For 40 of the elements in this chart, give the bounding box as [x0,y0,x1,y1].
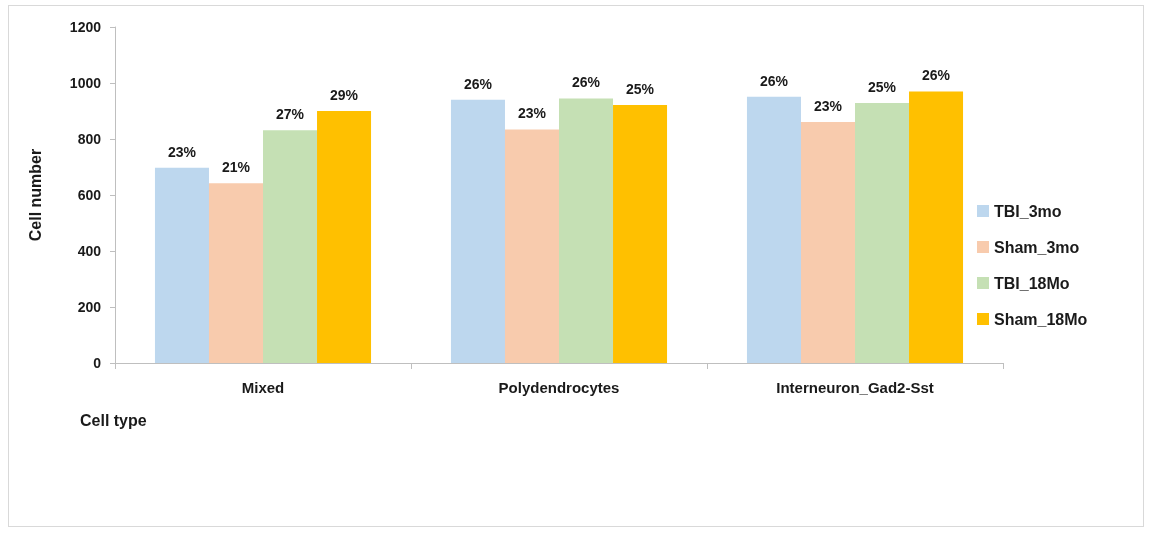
bar [855,102,910,363]
bar [909,91,964,363]
annotation: 23% [517,105,547,122]
bar [559,98,614,363]
legend-label: TBI_18Mo [994,274,1070,292]
annotation: 23% [813,97,843,114]
y-tick-label: 1200 [69,19,102,35]
bar [613,105,668,363]
x-tick-label: Polydendrocytes [498,379,620,396]
legend-label: Sham_18Mo [994,310,1088,328]
bar [800,121,855,363]
annotation: 26% [759,72,789,89]
annotation: 29% [330,87,359,103]
y-tick-label: 600 [77,187,102,203]
annotation: 25% [867,78,897,95]
x-tick-label: Interneuron_Gad2-Sst [776,379,934,396]
annotation: 26% [922,67,951,84]
annotation: 21% [221,159,251,176]
bar [746,96,801,363]
annotation: 26% [571,74,601,91]
x-axis-title: Cell type [80,411,147,429]
bar [154,167,209,363]
legend-label: TBI_3mo [994,202,1062,220]
y-tick-label: 800 [77,131,102,147]
legend-label: Sham_3mo [994,238,1080,256]
bar [208,183,263,363]
bar [263,130,318,363]
bar [504,129,559,363]
bar [450,99,505,363]
annotation: 25% [626,81,655,98]
y-tick-label: 0 [93,355,102,371]
y-tick-label: 400 [77,243,102,259]
y-axis-title: Cell number [26,148,44,242]
bar [317,111,372,363]
y-tick-label: 1000 [69,75,102,91]
annotation: 26% [463,75,493,92]
x-tick-label: Mixed [241,379,285,396]
y-tick-label: 200 [77,299,102,315]
annotation: 23% [167,143,197,160]
annotation: 27% [275,106,305,123]
